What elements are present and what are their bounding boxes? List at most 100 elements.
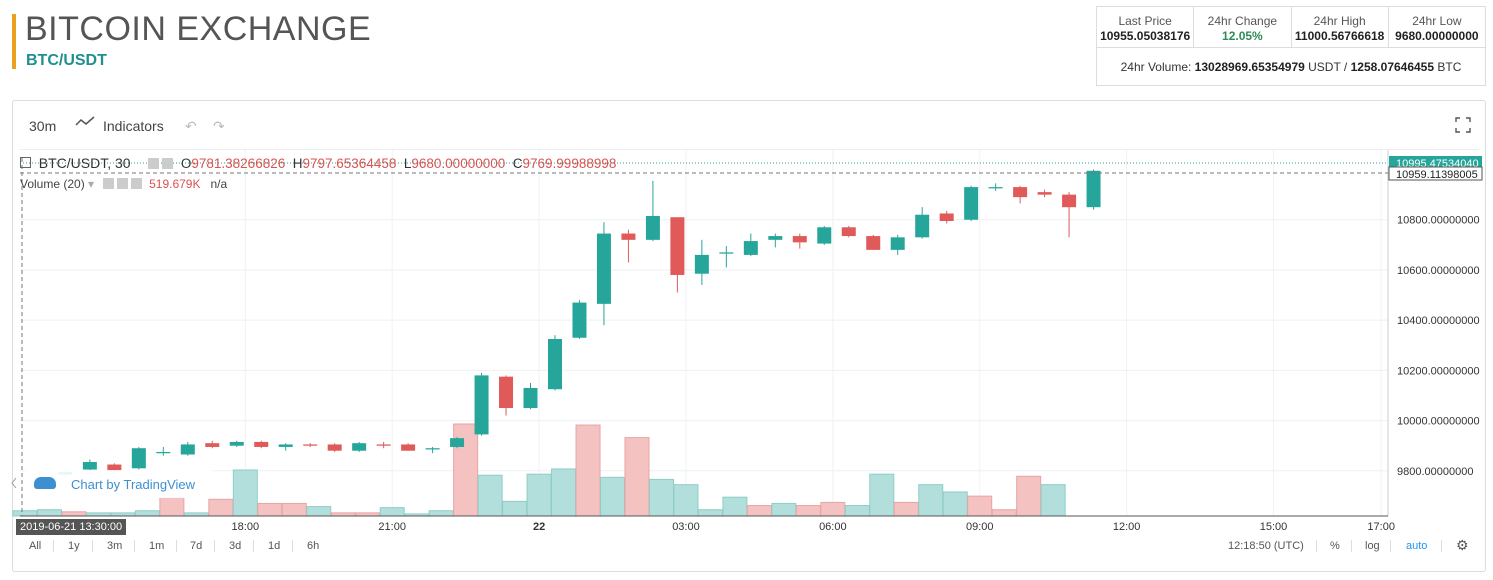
volume-bar	[991, 509, 1017, 517]
volume-eye-icon[interactable]	[103, 178, 115, 189]
volume-bar	[1040, 484, 1066, 517]
stat-high: 24hr High 11000.56766618	[1292, 7, 1389, 47]
close-value: 9769.99988998	[522, 156, 617, 171]
candle-body	[694, 254, 709, 274]
volume-bar	[12, 510, 38, 517]
candle-body	[523, 387, 538, 409]
volume-bar	[600, 476, 626, 517]
tradingview-watermark[interactable]: Chart by TradingView	[24, 470, 214, 498]
stat-low: 24hr Low 9680.00000000	[1389, 7, 1485, 47]
stat-value: 11000.56766618	[1294, 29, 1385, 43]
range-all[interactable]: All	[29, 540, 42, 552]
stat-label: Last Price	[1118, 14, 1172, 28]
volume-btc-unit: BTC	[1437, 60, 1462, 74]
candle-body	[572, 302, 587, 338]
volume-bar	[526, 473, 552, 517]
volume-bar	[820, 501, 846, 517]
legend-eye-icon[interactable]	[148, 158, 160, 169]
gear-icon[interactable]: ⚙	[1456, 537, 1469, 553]
x-tick-label: 22	[533, 521, 545, 533]
volume-bar	[551, 468, 577, 517]
low-label: L	[403, 156, 412, 171]
y-tick-label: 10000.00000000	[1397, 416, 1480, 428]
fullscreen-icon[interactable]	[1455, 117, 1471, 138]
range-3d[interactable]: 3d	[229, 540, 242, 552]
indicators-icon[interactable]	[75, 115, 95, 132]
volume-bar	[134, 510, 160, 517]
volume-bars	[12, 423, 1066, 517]
candle-body	[229, 441, 244, 446]
volume-close-icon[interactable]	[131, 178, 143, 189]
x-tick-label: 12:00	[1113, 521, 1141, 533]
volume-bar	[648, 478, 674, 517]
volume-dropdown-icon[interactable]: ▾	[88, 177, 95, 191]
legend-symbol: BTC/USDT, 30	[38, 155, 131, 171]
stat-label: 24hr Change	[1207, 14, 1278, 28]
volume-bar	[208, 498, 234, 517]
legend-settings-icon[interactable]	[162, 158, 174, 169]
volume-bar	[257, 502, 283, 517]
volume-btc: 1258.07646455	[1350, 60, 1435, 74]
candle-body	[743, 241, 758, 255]
bottom-toolbar: All 1y 3m 1m 7d 3d 1d 6h 12:18:50 (UTC) …	[0, 534, 1493, 558]
pair-label: BTC/USDT	[26, 52, 107, 69]
range-1d[interactable]: 1d	[268, 540, 281, 552]
candle-body	[719, 252, 734, 254]
log-scale-button[interactable]: log	[1365, 540, 1380, 552]
candle-body	[1013, 187, 1028, 198]
candle-body	[547, 339, 562, 390]
candle-body	[278, 444, 293, 447]
open-value: 9781.38266826	[191, 156, 286, 171]
crosshair-price-tag-text: 10959.11398005	[1396, 169, 1478, 181]
range-7d[interactable]: 7d	[190, 540, 203, 552]
candle-body	[82, 462, 97, 470]
candle-body	[621, 233, 636, 240]
percent-scale-button[interactable]: %	[1330, 540, 1340, 552]
x-tick-label: 17:00	[1367, 521, 1395, 533]
y-tick-label: 10200.00000000	[1397, 365, 1480, 377]
range-1m[interactable]: 1m	[149, 540, 165, 552]
low-value: 9680.00000000	[411, 156, 506, 171]
range-3m[interactable]: 3m	[107, 540, 123, 552]
cloud-icon	[34, 477, 56, 489]
volume-legend: Volume (20) ▾ 519.679K n/a	[20, 177, 227, 191]
candle-body	[352, 443, 367, 451]
candle-body	[890, 237, 905, 250]
stat-label: 24hr Low	[1412, 14, 1462, 28]
volume-bar	[36, 509, 62, 517]
candle-body	[205, 443, 220, 447]
indicators-button[interactable]: Indicators	[103, 118, 164, 134]
close-label: C	[512, 156, 523, 171]
range-6h[interactable]: 6h	[307, 540, 320, 552]
page-title: BITCOIN EXCHANGE	[25, 10, 372, 48]
chart-widget: 30m Indicators ↶ ↷	[12, 100, 1486, 572]
x-tick-label: 09:00	[966, 521, 994, 533]
volume-bar	[624, 437, 650, 517]
auto-scale-button[interactable]: auto	[1406, 540, 1428, 552]
title-accent-bar	[12, 14, 16, 69]
y-tick-label: 10600.00000000	[1397, 265, 1480, 277]
candle-body	[376, 444, 391, 446]
price-axis: 9800.00000000 10000.00000000 10200.0000000…	[1387, 150, 1480, 516]
volume-settings-icon[interactable]	[117, 178, 129, 189]
collapse-icon[interactable]	[20, 157, 31, 168]
x-tick-label: 21:00	[378, 521, 406, 533]
candle-body	[425, 448, 440, 450]
current-price-tag	[1389, 156, 1482, 169]
volume-bar	[746, 505, 772, 517]
undo-icon[interactable]: ↶	[185, 118, 197, 134]
volume-bar	[893, 501, 919, 517]
redo-icon[interactable]: ↷	[213, 118, 225, 134]
volume-bar	[281, 502, 307, 517]
toolbar-divider	[19, 149, 1479, 150]
candle-body	[915, 214, 930, 238]
volume-bar	[306, 506, 332, 517]
candle-body	[156, 451, 171, 454]
high-label: H	[292, 156, 303, 171]
range-1y[interactable]: 1y	[68, 540, 80, 552]
volume-bar	[575, 424, 601, 517]
candle-body	[131, 448, 146, 469]
interval-button[interactable]: 30m	[29, 118, 57, 134]
